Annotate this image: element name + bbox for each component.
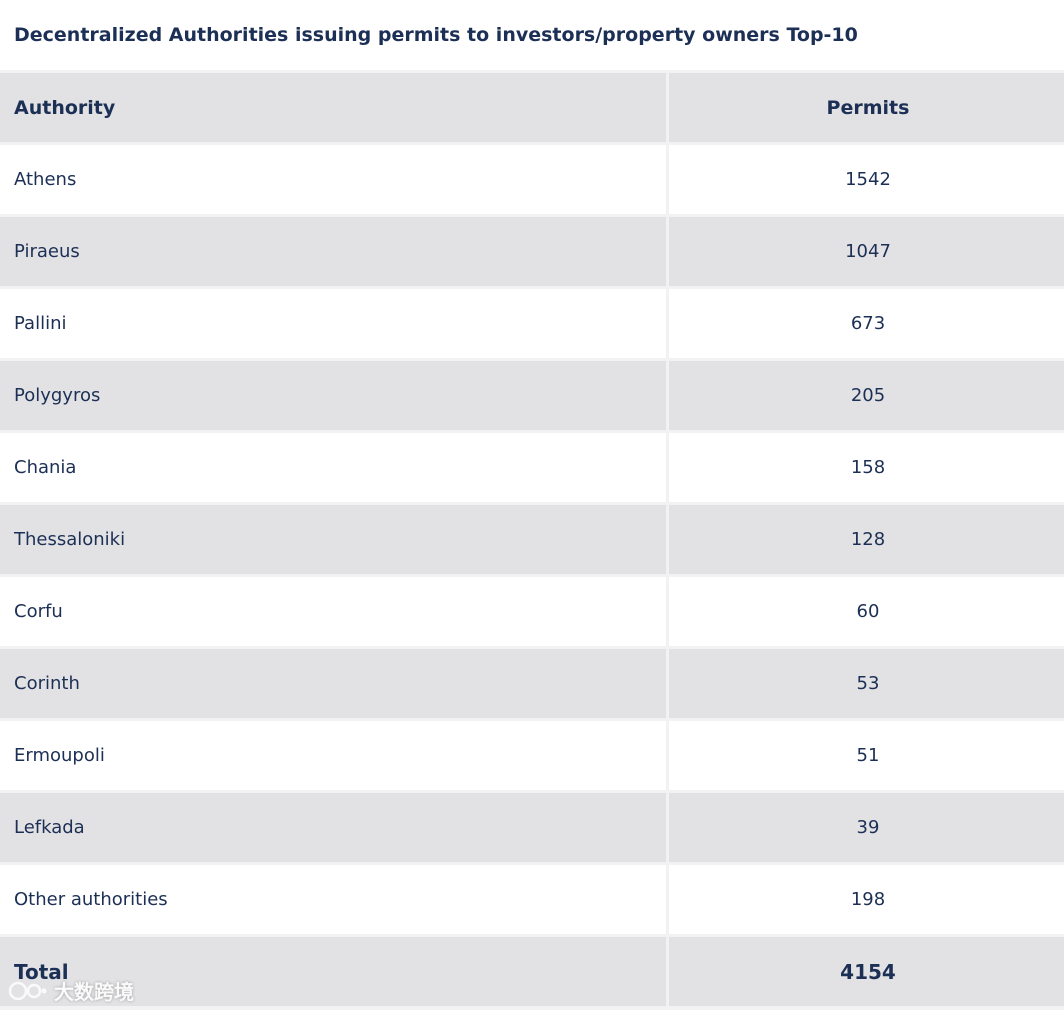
authority-cell: Ermoupoli [0, 721, 666, 790]
table-header-row: Authority Permits [0, 73, 1064, 142]
permits-cell: 128 [669, 505, 1064, 574]
brand-logo-icon [8, 979, 48, 1003]
table-row: Pallini 673 [0, 289, 1064, 358]
total-value: 4154 [669, 937, 1064, 1006]
table-row: Corfu 60 [0, 577, 1064, 646]
table-row: Athens 1542 [0, 145, 1064, 214]
authority-cell: Athens [0, 145, 666, 214]
authority-cell: Piraeus [0, 217, 666, 286]
table-row: Ermoupoli 51 [0, 721, 1064, 790]
authority-cell: Thessaloniki [0, 505, 666, 574]
permits-cell: 51 [669, 721, 1064, 790]
watermark-text: 大数跨境 [54, 980, 134, 1004]
table-total-row: Total 4154 [0, 937, 1064, 1006]
table-row: Lefkada 39 [0, 793, 1064, 862]
column-header-permits: Permits [669, 73, 1064, 142]
table-row: Chania 158 [0, 433, 1064, 502]
authority-cell: Corfu [0, 577, 666, 646]
authority-cell: Corinth [0, 649, 666, 718]
permits-cell: 205 [669, 361, 1064, 430]
permits-cell: 1542 [669, 145, 1064, 214]
authority-cell: Pallini [0, 289, 666, 358]
table-title: Decentralized Authorities issuing permit… [0, 0, 1064, 70]
table-row: Corinth 53 [0, 649, 1064, 718]
permits-cell: 1047 [669, 217, 1064, 286]
column-header-authority: Authority [0, 73, 666, 142]
authority-cell: Other authorities [0, 865, 666, 934]
permits-cell: 60 [669, 577, 1064, 646]
watermark: 大数跨境 [8, 976, 134, 1005]
table-title-text: Decentralized Authorities issuing permit… [14, 24, 858, 46]
permits-table: Authority Permits Athens 1542 Piraeus 10… [0, 70, 1064, 1009]
permits-cell: 39 [669, 793, 1064, 862]
permits-cell: 673 [669, 289, 1064, 358]
table-row: Polygyros 205 [0, 361, 1064, 430]
authority-cell: Lefkada [0, 793, 666, 862]
table-row: Piraeus 1047 [0, 217, 1064, 286]
permits-cell: 198 [669, 865, 1064, 934]
authority-cell: Chania [0, 433, 666, 502]
total-label: Total [0, 937, 666, 1006]
permits-cell: 53 [669, 649, 1064, 718]
table-row: Thessaloniki 128 [0, 505, 1064, 574]
permits-cell: 158 [669, 433, 1064, 502]
table-row: Other authorities 198 [0, 865, 1064, 934]
authority-cell: Polygyros [0, 361, 666, 430]
